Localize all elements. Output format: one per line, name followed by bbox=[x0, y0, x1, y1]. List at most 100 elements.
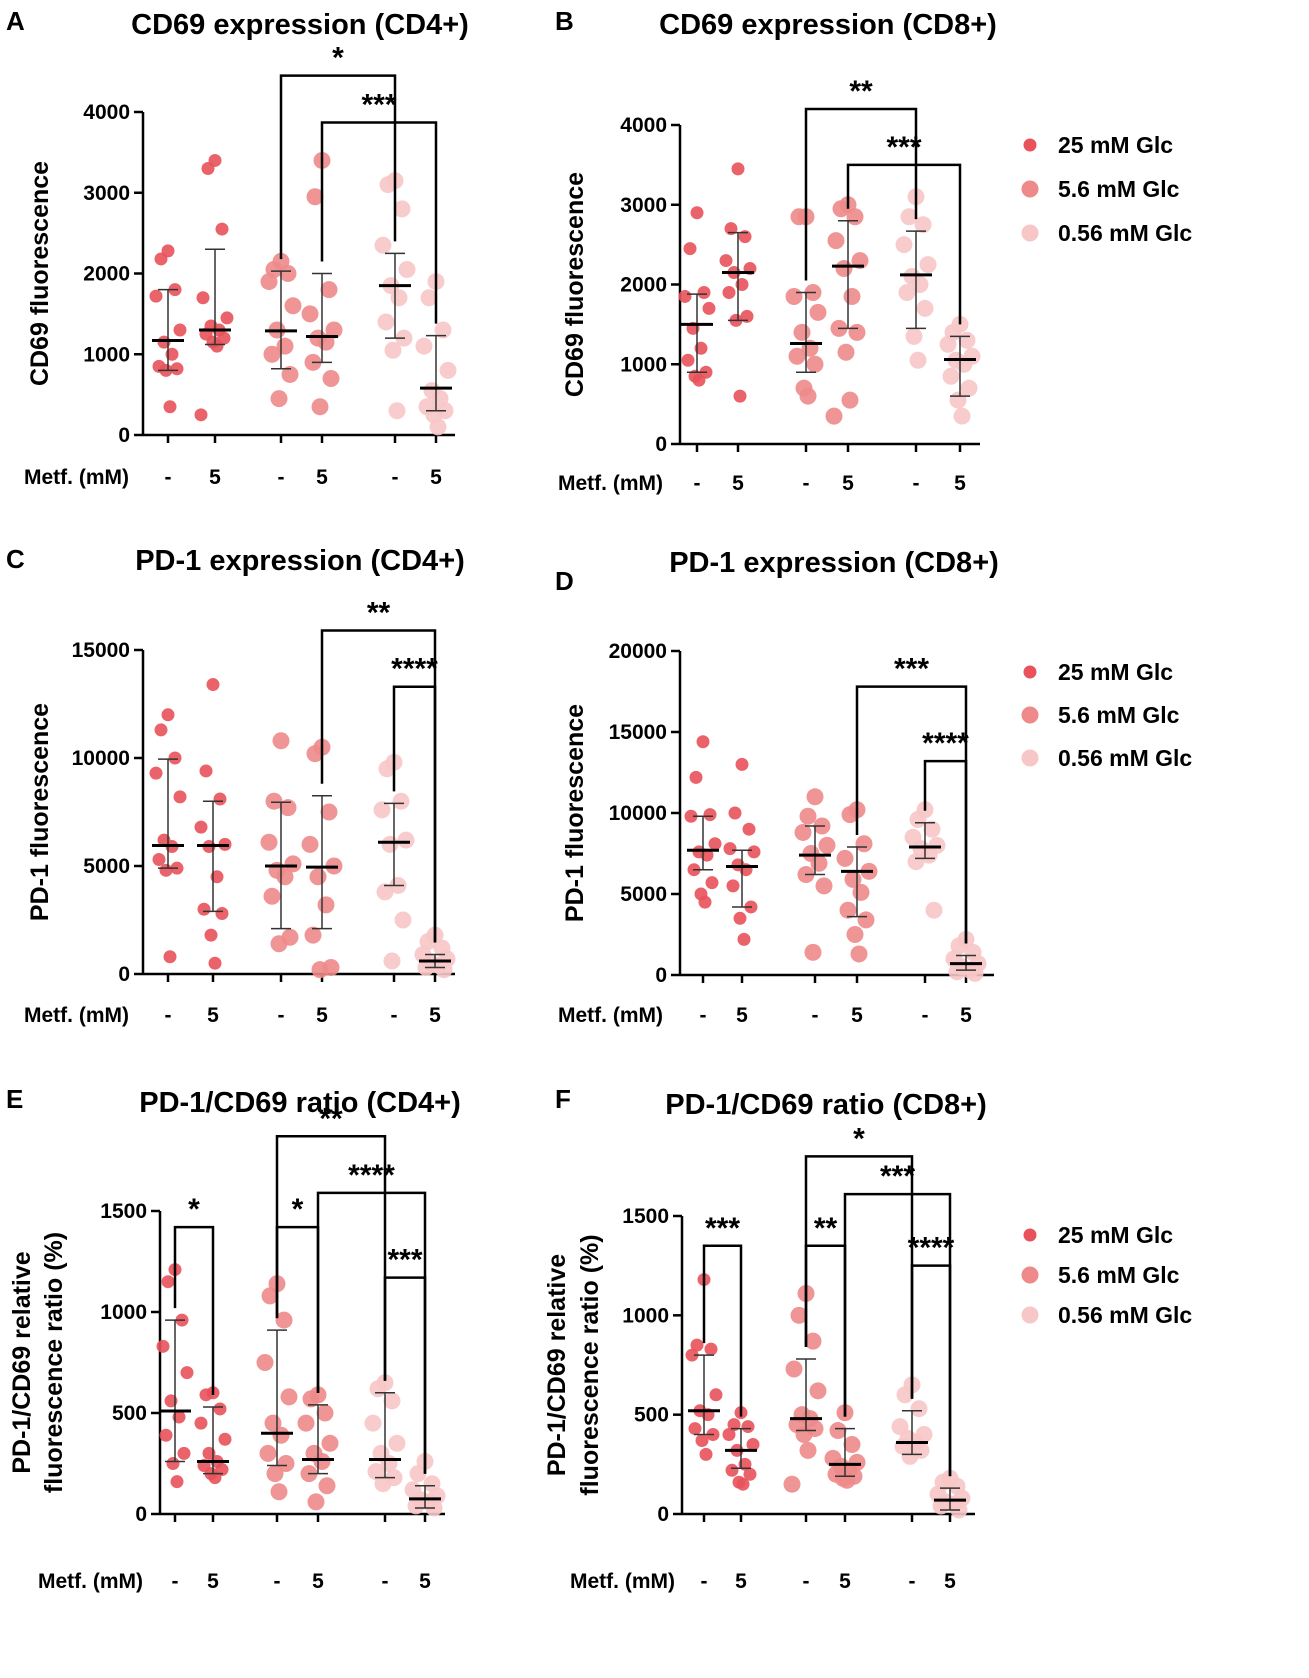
metf-label: Metf. (mM) bbox=[558, 1004, 663, 1027]
data-point bbox=[702, 301, 716, 315]
data-point bbox=[320, 803, 338, 821]
significance-label: **** bbox=[922, 727, 969, 760]
panel-letter: F bbox=[555, 1084, 571, 1114]
data-point bbox=[316, 1404, 334, 1422]
data-point bbox=[916, 299, 934, 317]
x-tick-label: 5 bbox=[207, 1004, 219, 1027]
data-point bbox=[161, 708, 175, 722]
data-point bbox=[743, 1467, 757, 1481]
y-axis-label: CD69 fluorescence bbox=[561, 172, 589, 397]
data-point bbox=[177, 1446, 191, 1460]
data-point bbox=[284, 297, 302, 315]
data-point bbox=[394, 911, 412, 929]
data-point bbox=[383, 952, 401, 970]
data-point bbox=[818, 836, 836, 854]
data-point bbox=[307, 1493, 325, 1511]
y-axis-label: PD-1 fluorescence bbox=[26, 703, 54, 921]
data-point bbox=[373, 801, 391, 819]
x-tick-label: - bbox=[165, 466, 172, 489]
data-point bbox=[939, 335, 957, 353]
y-tick-label: 0 bbox=[655, 964, 667, 987]
data-point bbox=[266, 1465, 284, 1483]
data-point bbox=[415, 337, 433, 355]
data-point bbox=[197, 902, 211, 916]
data-point bbox=[378, 760, 396, 778]
x-tick-label: - bbox=[803, 1570, 810, 1593]
data-point bbox=[838, 1471, 856, 1489]
data-point bbox=[272, 732, 290, 750]
significance-label: ** bbox=[319, 1102, 343, 1135]
x-tick-label: 5 bbox=[954, 472, 966, 495]
data-point bbox=[397, 831, 415, 849]
data-point bbox=[374, 236, 392, 254]
data-point bbox=[163, 950, 177, 964]
data-point bbox=[159, 863, 173, 877]
data-point bbox=[841, 391, 859, 409]
data-point bbox=[785, 1360, 803, 1378]
data-point bbox=[325, 321, 343, 339]
data-point bbox=[215, 222, 229, 236]
legend-marker bbox=[1021, 1266, 1039, 1284]
data-point bbox=[173, 790, 187, 804]
x-tick-label: 5 bbox=[960, 1004, 972, 1027]
significance-label: **** bbox=[391, 653, 438, 686]
data-point bbox=[788, 347, 806, 365]
x-tick-label: 5 bbox=[839, 1570, 851, 1593]
data-point bbox=[208, 956, 222, 970]
data-point bbox=[688, 1422, 702, 1436]
data-point bbox=[275, 1311, 293, 1329]
panel-b: B CD69 expression (CD8+) CD69 fluorescence… bbox=[555, 6, 1192, 495]
legend-label: 0.56 mM Glc bbox=[1058, 220, 1192, 246]
data-point bbox=[306, 188, 324, 206]
y-tick-label: 10000 bbox=[609, 802, 667, 825]
data-point bbox=[302, 1390, 320, 1408]
data-point bbox=[953, 407, 971, 425]
data-point bbox=[699, 1447, 713, 1461]
data-point bbox=[277, 1455, 295, 1472]
data-point bbox=[201, 162, 215, 176]
data-point bbox=[377, 313, 395, 331]
data-point bbox=[313, 1452, 331, 1470]
legend-label: 0.56 mM Glc bbox=[1058, 745, 1192, 771]
data-point bbox=[280, 1388, 298, 1406]
data-point bbox=[900, 208, 918, 226]
data-point bbox=[907, 853, 925, 871]
data-point bbox=[848, 323, 866, 341]
data-point bbox=[317, 896, 335, 914]
y-tick-label: 500 bbox=[112, 1402, 147, 1425]
data-point bbox=[381, 835, 399, 853]
data-point bbox=[304, 926, 322, 944]
data-point bbox=[199, 764, 213, 778]
data-point bbox=[154, 723, 168, 737]
data-point bbox=[726, 879, 740, 893]
data-point bbox=[698, 895, 712, 909]
significance-bracket bbox=[275, 1225, 320, 1393]
data-point bbox=[678, 289, 692, 303]
data-point bbox=[846, 926, 864, 943]
data-point bbox=[281, 365, 299, 383]
x-tick-label: - bbox=[701, 1570, 708, 1593]
significance-bracket bbox=[392, 685, 437, 943]
panel-letter: C bbox=[6, 544, 25, 574]
data-point bbox=[170, 1475, 184, 1489]
y-tick-label: 0 bbox=[135, 1503, 147, 1526]
data-point bbox=[804, 943, 822, 961]
panel-f: F PD-1/CD69 ratio (CD8+) PD-1/CD69 relativ… bbox=[543, 1084, 1192, 1593]
data-point bbox=[966, 964, 984, 982]
significance-bracket bbox=[923, 759, 968, 944]
data-point bbox=[723, 842, 737, 856]
data-point bbox=[434, 321, 452, 339]
data-point bbox=[827, 232, 845, 250]
y-axis-label: PD-1/CD69 relative bbox=[543, 1254, 571, 1476]
data-point bbox=[309, 868, 327, 886]
metf-label: Metf. (mM) bbox=[24, 466, 129, 489]
data-point bbox=[260, 833, 278, 851]
legend-marker bbox=[1021, 1306, 1039, 1324]
legend-marker bbox=[1021, 224, 1039, 242]
significance-bracket bbox=[320, 121, 438, 324]
x-tick-label: - bbox=[922, 1004, 929, 1027]
x-tick-label: - bbox=[812, 1004, 819, 1027]
data-point bbox=[301, 835, 319, 853]
data-point bbox=[156, 1339, 170, 1353]
x-tick-label: 5 bbox=[736, 1004, 748, 1027]
